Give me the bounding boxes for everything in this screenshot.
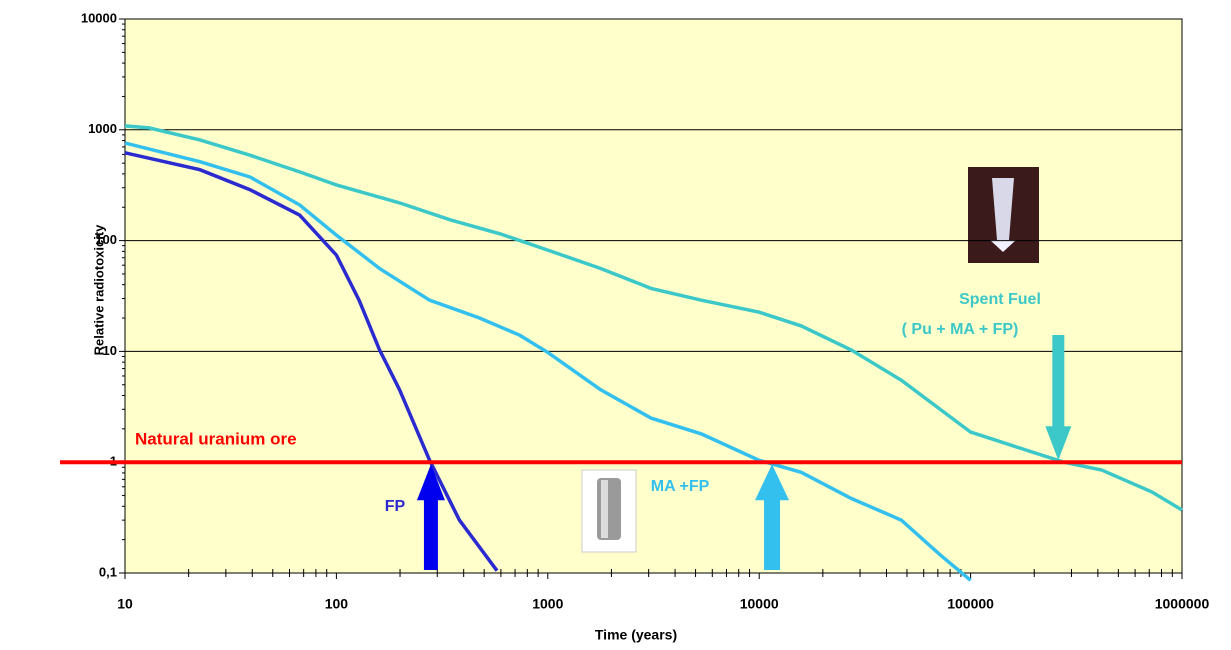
x-tick-label: 10 [117,596,133,612]
x-tick-label: 1000 [532,596,563,612]
series-label: Spent Fuel [959,291,1041,308]
y-axis-title: Relative radiotoxicity [91,224,106,356]
canister-image [581,469,637,553]
crossing-arrow [416,464,445,570]
x-axis-title: Time (years) [595,627,677,643]
reference-label: Natural uranium ore [135,430,297,449]
series-line [124,141,972,582]
y-tick-label: 100 [95,232,117,247]
y-tick-label: 1000 [88,121,117,136]
x-tick-label: 10000 [740,596,779,612]
plot-area [124,18,1183,574]
x-tick-label: 1000000 [1155,596,1210,612]
crossing-arrow [1045,335,1072,461]
x-tick-label: 100000 [947,596,994,612]
fuel-assembly-image [968,167,1039,263]
series-line [124,151,499,572]
y-tick-label: 0,1 [99,564,117,579]
x-tick-label: 100 [325,596,349,612]
series-label: MA +FP [651,478,710,495]
crossing-arrow [755,464,790,570]
series-sublabel: ( Pu + MA + FP) [902,321,1019,338]
y-tick-label: 10000 [81,10,117,25]
series-line [124,124,1183,512]
y-tick-label: 10 [103,343,117,358]
series-label: FP [385,498,406,515]
